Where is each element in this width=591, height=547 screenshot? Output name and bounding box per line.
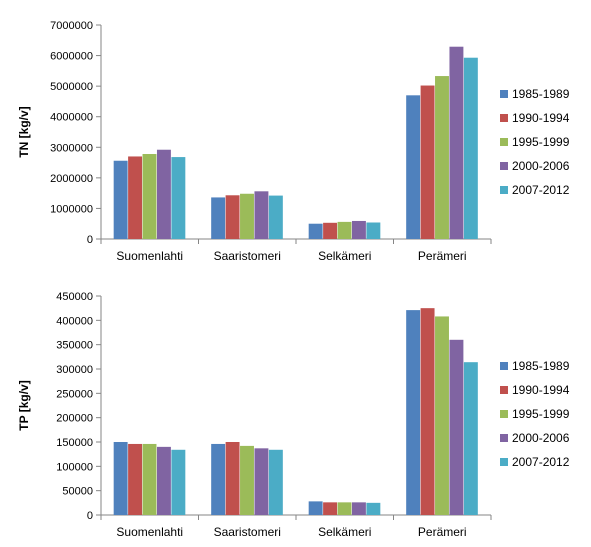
bar-saaristomeri-1995-1999 — [240, 445, 254, 515]
legend-swatch — [500, 410, 508, 418]
y-tick-label: 0 — [87, 234, 93, 246]
legend-swatch — [500, 186, 508, 194]
bar-selk-meri-2000-2006 — [351, 220, 366, 239]
x-category-label: Selkämeri — [318, 525, 371, 539]
bar-saaristomeri-2007-2012 — [268, 195, 283, 239]
x-category-label: Saaristomeri — [214, 525, 281, 539]
bar-suomenlahti-1985-1989 — [113, 160, 128, 239]
y-tick-label: 4000000 — [50, 112, 93, 124]
legend-label: 2007-2012 — [512, 183, 570, 197]
bar-selk-meri-2007-2012 — [366, 222, 381, 239]
legend: 1985-1989 1990-1994 1995-1999 2000-2006 2007… — [500, 87, 570, 197]
y-tick-label: 400000 — [56, 315, 93, 327]
bar-saaristomeri-2007-2012 — [268, 449, 283, 515]
chart-panel-1: TN [kg/v] 0 1000000 2000000 3000000 4000000 50… — [17, 20, 570, 263]
y-tick-label: 5000000 — [50, 81, 93, 93]
y-tick-label: 100000 — [56, 461, 93, 473]
y-tick-label: 300000 — [56, 364, 93, 376]
legend-label: 2007-2012 — [512, 455, 570, 469]
legend-label: 2000-2006 — [512, 431, 570, 445]
chart-panel-2: TP [kg/v] 0 50000 100000 150000 200000 250000 3… — [17, 291, 570, 539]
x-category-label: Saaristomeri — [214, 249, 281, 263]
legend-swatch — [500, 434, 508, 442]
bar-suomenlahti-2007-2012 — [171, 157, 186, 239]
bar-suomenlahti-1995-1999 — [142, 443, 157, 515]
legend-label: 1990-1994 — [512, 383, 570, 397]
bar-per-meri-2007-2012 — [463, 57, 478, 240]
bar-suomenlahti-1985-1989 — [113, 442, 128, 515]
bar-suomenlahti-1995-1999 — [142, 154, 157, 239]
bar-per-meri-2000-2006 — [449, 339, 464, 515]
bar-selk-meri-1995-1999 — [337, 502, 352, 515]
bar-saaristomeri-1990-1994 — [225, 195, 240, 239]
legend-swatch — [500, 138, 508, 146]
x-category-label: Perämeri — [418, 525, 467, 539]
bar-selk-meri-1995-1999 — [337, 221, 352, 239]
legend-swatch — [500, 162, 508, 170]
bar-saaristomeri-1995-1999 — [240, 193, 254, 239]
bar-per-meri-1985-1989 — [406, 95, 421, 239]
bar-selk-meri-1990-1994 — [323, 222, 338, 239]
bar-per-meri-1995-1999 — [435, 76, 449, 239]
bar-saaristomeri-2000-2006 — [254, 191, 269, 239]
legend-swatch — [500, 386, 508, 394]
x-category-label: Selkämeri — [318, 249, 371, 263]
legend-label: 1985-1989 — [512, 87, 570, 101]
bar-saaristomeri-1990-1994 — [225, 442, 240, 515]
legend: 1985-1989 1990-1994 1995-1999 2000-2006 2007… — [500, 359, 570, 469]
y-tick-label: 450000 — [56, 291, 93, 303]
legend-label: 1990-1994 — [512, 111, 570, 125]
bar-per-meri-2007-2012 — [463, 362, 478, 515]
y-axis-label: TP [kg/v] — [17, 380, 31, 430]
y-tick-label: 350000 — [56, 340, 93, 352]
y-tick-label: 6000000 — [50, 51, 93, 63]
legend-swatch — [500, 458, 508, 466]
y-tick-label: 150000 — [56, 437, 93, 449]
y-axis-label: TN [kg/v] — [17, 106, 31, 157]
y-tick-label: 200000 — [56, 413, 93, 425]
bar-per-meri-1995-1999 — [435, 316, 449, 515]
y-tick-label: 50000 — [62, 486, 93, 498]
bar-suomenlahti-2007-2012 — [171, 449, 186, 515]
bar-suomenlahti-1990-1994 — [128, 443, 143, 515]
y-tick-label: 7000000 — [50, 20, 93, 32]
legend-swatch — [500, 114, 508, 122]
legend-label: 1995-1999 — [512, 135, 570, 149]
x-category-label: Perämeri — [418, 249, 467, 263]
bar-suomenlahti-2000-2006 — [156, 149, 171, 239]
bar-per-meri-2000-2006 — [449, 46, 464, 239]
legend-label: 1985-1989 — [512, 359, 570, 373]
legend-label: 2000-2006 — [512, 159, 570, 173]
bar-saaristomeri-1985-1989 — [211, 197, 226, 239]
legend-swatch — [500, 362, 508, 370]
legend-swatch — [500, 90, 508, 98]
y-tick-label: 250000 — [56, 388, 93, 400]
x-category-label: Suomenlahti — [116, 525, 183, 539]
bar-suomenlahti-1990-1994 — [128, 156, 143, 239]
bar-per-meri-1985-1989 — [406, 310, 421, 515]
bar-saaristomeri-1985-1989 — [211, 443, 226, 515]
x-category-label: Suomenlahti — [116, 249, 183, 263]
y-tick-label: 3000000 — [50, 142, 93, 154]
y-tick-label: 2000000 — [50, 173, 93, 185]
bar-per-meri-1990-1994 — [420, 85, 435, 239]
bar-selk-meri-2007-2012 — [366, 502, 381, 515]
bar-per-meri-1990-1994 — [420, 308, 435, 515]
legend-label: 1995-1999 — [512, 407, 570, 421]
y-tick-label: 1000000 — [50, 203, 93, 215]
bar-selk-meri-1985-1989 — [308, 501, 323, 515]
bar-suomenlahti-2000-2006 — [156, 446, 171, 515]
bar-selk-meri-1985-1989 — [308, 223, 323, 239]
bar-saaristomeri-2000-2006 — [254, 448, 269, 515]
bar-selk-meri-2000-2006 — [351, 502, 366, 515]
y-tick-label: 0 — [87, 510, 93, 522]
bar-selk-meri-1990-1994 — [323, 502, 338, 515]
